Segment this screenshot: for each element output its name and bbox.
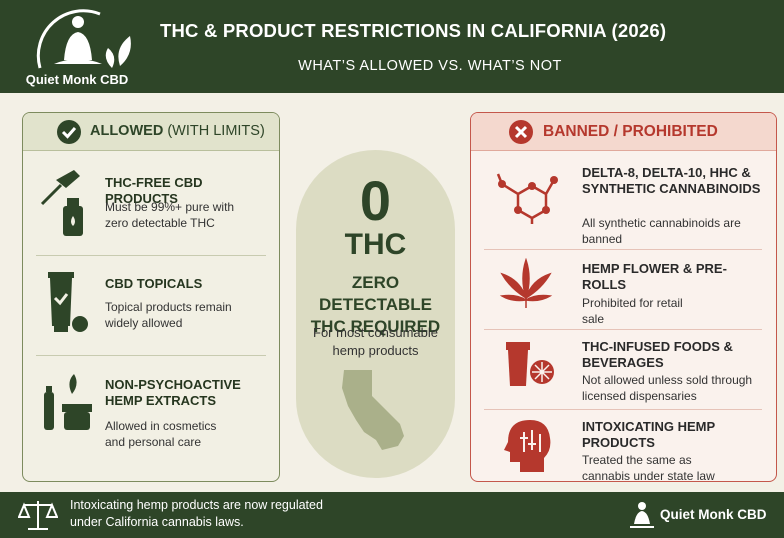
divider (484, 409, 762, 410)
item-description: Must be 99%+ pure with zero detectable T… (105, 200, 235, 230)
x-icon (509, 120, 533, 144)
item-description: Prohibited for retail sale (582, 296, 683, 326)
subtitle: WHAT’S ALLOWED VS. WHAT’S NOT (298, 58, 562, 74)
item-title: DELTA-8, DELTA-10, HHC & SYNTHETIC CANNA… (582, 165, 761, 196)
scale-icon (18, 501, 58, 530)
leaf-icon (499, 258, 553, 308)
allowed-heading-text: ALLOWED (90, 123, 164, 139)
item-description: Not allowed unless sold through licensed… (582, 373, 753, 403)
item-description: Allowed in cosmetics and personal care (105, 419, 217, 449)
center-number: 0 (359, 169, 392, 232)
title: THC & PRODUCT RESTRICTIONS IN CALIFORNIA… (160, 20, 667, 41)
footer-brand: Quiet Monk CBD (660, 507, 767, 522)
item-title: CBD TOPICALS (105, 276, 203, 291)
item-title: THC-FREE CBD PRODUCTS (105, 175, 203, 206)
item-description: Topical products remain widely allowed (105, 300, 232, 330)
head-icon (504, 420, 551, 472)
item-title: INTOXICATING HEMP PRODUCTS (582, 419, 715, 450)
california-map (342, 370, 404, 450)
footer-logo (630, 502, 654, 528)
item-description: All synthetic cannabinoids are banned (582, 216, 741, 246)
check-icon (57, 120, 81, 144)
brand-name: Quiet Monk CBD (25, 72, 129, 87)
divider (36, 355, 266, 356)
footer-note: Intoxicating hemp products are now regul… (70, 498, 323, 529)
food-icon (506, 342, 554, 386)
center-heading: ZERO DETECTABLE THC REQUIRED (310, 273, 441, 336)
item-title: HEMP FLOWER & PRE-ROLLS (582, 261, 727, 292)
tube-icon (48, 272, 88, 332)
footer (0, 492, 784, 538)
brand-logo (36, 9, 131, 69)
divider (484, 329, 762, 330)
extract-icon (44, 374, 92, 430)
allowed-heading: ALLOWED (WITH LIMITS) (90, 123, 265, 139)
item-description: Treated the same as cannabis under state… (582, 453, 715, 483)
dropper-icon (40, 170, 83, 236)
divider (484, 249, 762, 250)
banned-heading: BANNED / PROHIBITED (543, 123, 718, 140)
molecule-icon (496, 173, 558, 224)
center-note: For most consumable hemp products (313, 325, 438, 358)
divider (36, 255, 266, 256)
item-title: THC-INFUSED FOODS & BEVERAGES (582, 339, 733, 370)
allowed-heading-note: (WITH LIMITS) (167, 123, 265, 139)
center-unit: THC (344, 228, 407, 261)
item-title: NON-PSYCHOACTIVE HEMP EXTRACTS (105, 377, 241, 408)
